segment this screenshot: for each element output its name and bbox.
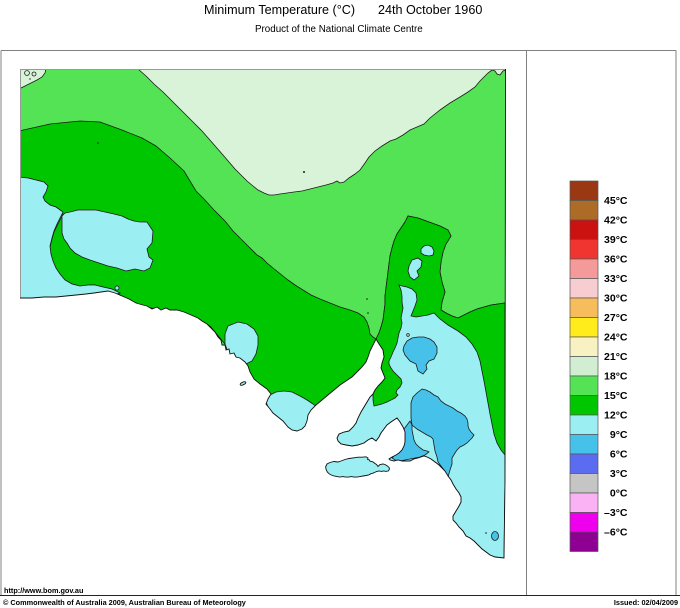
svg-text:39°C: 39°C [604,234,628,246]
svg-text:–3°C: –3°C [604,507,628,519]
svg-text:Product of the National Climat: Product of the National Climate Centre [255,24,423,35]
svg-text:12°C: 12°C [604,410,628,422]
svg-text:30°C: 30°C [604,293,628,305]
svg-text:18°C: 18°C [604,371,628,383]
svg-text:45°C: 45°C [604,195,628,207]
svg-text:42°C: 42°C [604,215,628,227]
svg-text:–6°C: –6°C [604,527,628,539]
svg-text:3°C: 3°C [610,468,628,480]
svg-text:33°C: 33°C [604,273,628,285]
svg-text:21°C: 21°C [604,351,628,363]
svg-text:0°C: 0°C [610,488,628,500]
svg-text:24°C: 24°C [604,332,628,344]
svg-text:Minimum Temperature (°C): Minimum Temperature (°C) [204,3,355,17]
svg-text:27°C: 27°C [604,312,628,324]
svg-text:© Commonwealth of Australia 20: © Commonwealth of Australia 2009, Austra… [3,598,247,607]
svg-text:http://www.bom.gov.au: http://www.bom.gov.au [4,586,83,595]
svg-text:6°C: 6°C [610,449,628,461]
svg-text:36°C: 36°C [604,254,628,266]
svg-text:24th October 1960: 24th October 1960 [378,3,482,17]
svg-text:9°C: 9°C [610,429,628,441]
svg-text:Issued: 02/04/2009: Issued: 02/04/2009 [614,598,678,607]
svg-text:15°C: 15°C [604,390,628,402]
